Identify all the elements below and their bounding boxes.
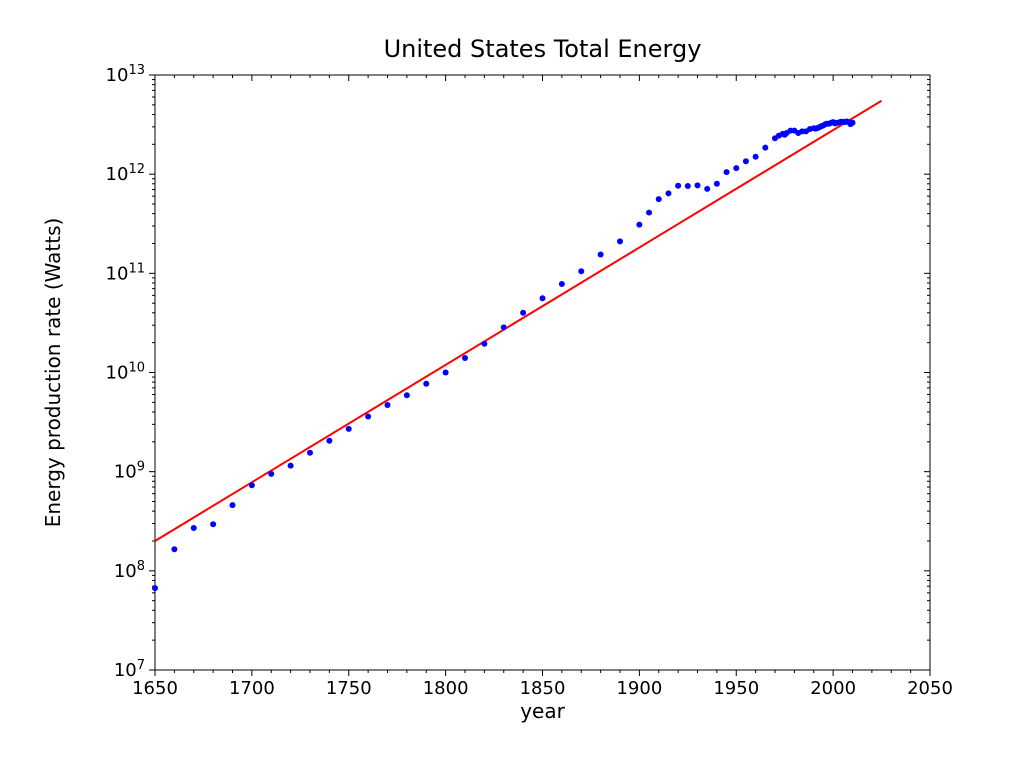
- data-point: [598, 251, 604, 257]
- data-point: [675, 183, 681, 189]
- y-tick-label: 1012: [106, 162, 145, 186]
- data-point: [520, 310, 526, 316]
- x-tick-label: 1850: [520, 678, 566, 699]
- data-point: [268, 471, 274, 477]
- data-point: [762, 145, 768, 151]
- chart-title: United States Total Energy: [384, 35, 702, 63]
- data-point: [326, 438, 332, 444]
- y-tick-label: 109: [114, 459, 145, 483]
- data-point: [646, 210, 652, 216]
- x-tick-label: 1950: [713, 678, 759, 699]
- data-point: [404, 392, 410, 398]
- scatter-series: [152, 118, 856, 591]
- data-point: [171, 546, 177, 552]
- energy-chart-figure: 1650170017501800185019001950200020501071…: [0, 0, 1024, 768]
- y-tick-label: 1013: [106, 63, 145, 87]
- data-point: [365, 414, 371, 420]
- data-point: [385, 402, 391, 408]
- y-axis-label: Energy production rate (Watts): [41, 218, 65, 528]
- data-point: [249, 482, 255, 488]
- chart-svg: 1650170017501800185019001950200020501071…: [0, 0, 1024, 768]
- data-point: [733, 165, 739, 171]
- data-point: [665, 190, 671, 196]
- data-point: [191, 525, 197, 531]
- data-point: [714, 181, 720, 187]
- data-point: [288, 463, 294, 469]
- y-tick-label: 108: [114, 558, 145, 582]
- data-point: [423, 381, 429, 387]
- data-point: [656, 196, 662, 202]
- trend-line: [155, 101, 882, 541]
- data-point: [636, 222, 642, 228]
- data-point: [210, 521, 216, 527]
- data-point: [850, 120, 856, 126]
- y-tick-label: 1010: [106, 360, 145, 384]
- data-point: [695, 182, 701, 188]
- x-axis-label: year: [520, 699, 565, 723]
- data-point: [346, 426, 352, 432]
- data-point: [307, 450, 313, 456]
- data-point: [724, 169, 730, 175]
- data-point: [685, 183, 691, 189]
- x-tick-label: 1700: [229, 678, 275, 699]
- data-point: [230, 502, 236, 508]
- x-tick-label: 1650: [132, 678, 178, 699]
- data-point: [481, 341, 487, 347]
- x-tick-label: 2050: [907, 678, 953, 699]
- x-tick-label: 1750: [326, 678, 372, 699]
- x-tick-label: 1900: [616, 678, 662, 699]
- plot-frame: [155, 75, 930, 670]
- data-point: [540, 295, 546, 301]
- y-tick-label: 1011: [106, 261, 145, 285]
- data-point: [578, 268, 584, 274]
- x-tick-label: 1800: [423, 678, 469, 699]
- data-point: [753, 154, 759, 160]
- data-point: [559, 281, 565, 287]
- data-point: [462, 355, 468, 361]
- data-point: [501, 324, 507, 330]
- data-point: [443, 370, 449, 376]
- data-point: [152, 585, 158, 591]
- data-point: [617, 238, 623, 244]
- data-point: [743, 158, 749, 164]
- data-point: [704, 186, 710, 192]
- x-tick-label: 2000: [810, 678, 856, 699]
